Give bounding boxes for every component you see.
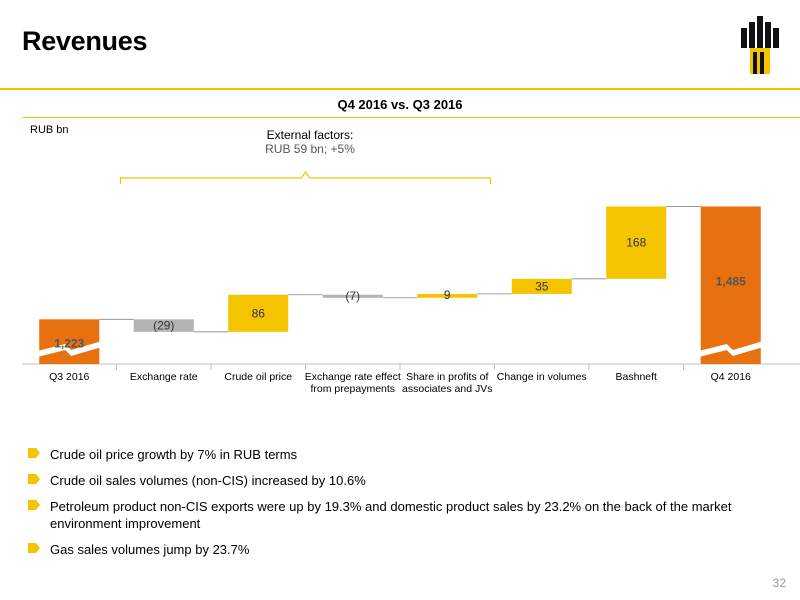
waterfall-bar — [133, 319, 194, 332]
bullet-text: Crude oil sales volumes (non-CIS) increa… — [50, 473, 366, 488]
waterfall-chart: 1,223 Q3 2016 (29) Exchange rate 86 Crude oil… — [22, 170, 800, 395]
waterfall-bar — [39, 319, 100, 364]
data-label: 9 — [444, 288, 451, 302]
bullet-text: Crude oil price growth by 7% in RUB term… — [50, 447, 298, 462]
page-number: 32 — [772, 576, 786, 590]
bullet-item: Gas sales volumes jump by 23.7% — [28, 541, 768, 558]
data-label: 1,223 — [54, 336, 84, 350]
category-label: Share in profits of — [406, 371, 488, 383]
subtitle-rule — [22, 117, 800, 118]
data-label: (29) — [153, 319, 174, 333]
arrow-bullet-icon — [28, 500, 40, 510]
external-factors-title: External factors: — [266, 128, 354, 142]
data-label: 1,485 — [716, 274, 746, 288]
category-label: Exchange rate effect — [305, 371, 401, 383]
chart-subtitle: Q4 2016 vs. Q3 2016 — [337, 97, 463, 112]
data-label: 86 — [252, 306, 266, 320]
waterfall-bar — [606, 206, 667, 279]
category-label: associates and JVs — [402, 383, 492, 395]
category-label: Bashneft — [616, 371, 658, 383]
waterfall-bar — [417, 293, 478, 298]
header-rule — [0, 88, 800, 90]
category-label: Change in volumes — [497, 371, 587, 383]
arrow-bullet-icon — [28, 448, 40, 458]
external-factors-bracket — [119, 170, 492, 184]
bullet-list: Crude oil price growth by 7% in RUB term… — [28, 446, 768, 567]
category-label: from prepayments — [310, 383, 395, 395]
data-label: 35 — [535, 279, 549, 293]
waterfall-bar — [511, 278, 572, 294]
waterfall-bar — [228, 294, 289, 332]
bullet-text: Gas sales volumes jump by 23.7% — [50, 542, 250, 557]
category-label: Crude oil price — [224, 371, 292, 383]
arrow-bullet-icon — [28, 474, 40, 484]
category-label: Exchange rate — [130, 371, 198, 383]
company-logo — [736, 14, 782, 76]
bullet-item: Petroleum product non-CIS exports were u… — [28, 498, 768, 532]
bullet-text: Petroleum product non-CIS exports were u… — [50, 499, 732, 531]
axis-break-mark — [694, 340, 767, 358]
arrow-bullet-icon — [28, 543, 40, 553]
bullet-item: Crude oil price growth by 7% in RUB term… — [28, 446, 768, 463]
bullet-item: Crude oil sales volumes (non-CIS) increa… — [28, 472, 768, 489]
data-label: (7) — [345, 289, 360, 303]
category-label: Q4 2016 — [711, 371, 751, 383]
waterfall-bar — [322, 294, 383, 298]
waterfall-bar — [700, 206, 761, 364]
external-factors-value: RUB 59 bn; +5% — [265, 142, 355, 156]
unit-label: RUB bn — [30, 124, 69, 136]
axis-break-mark — [33, 340, 106, 358]
data-label: 168 — [626, 236, 646, 250]
page-title: Revenues — [22, 26, 148, 56]
category-label: Q3 2016 — [49, 371, 89, 383]
